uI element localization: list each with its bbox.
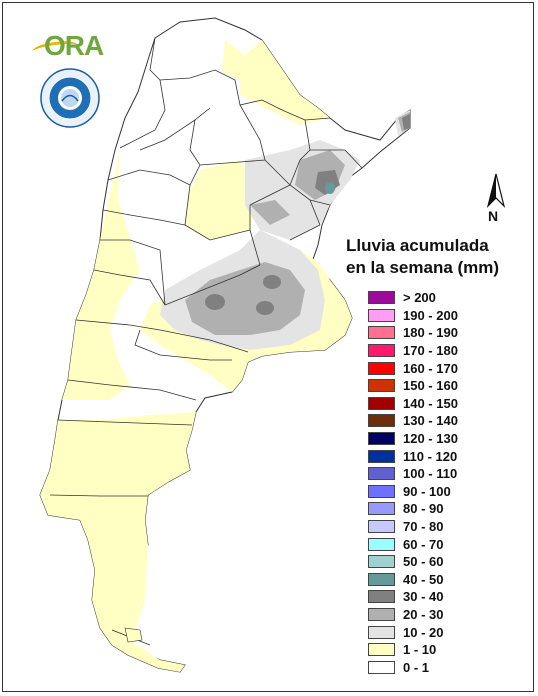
map-title: Lluvia acumulada en la semana (mm) [346, 235, 499, 279]
legend-item: 20 - 30 [368, 606, 458, 624]
legend-label: 130 - 140 [403, 413, 458, 429]
legend-swatch [368, 484, 395, 498]
legend-item: 40 - 50 [368, 571, 458, 589]
legend-swatch [368, 555, 395, 569]
legend-item: > 200 [368, 289, 458, 307]
legend-swatch [368, 396, 395, 410]
legend-item: 0 - 1 [368, 658, 458, 676]
legend-item: 130 - 140 [368, 412, 458, 430]
legend-swatch [368, 467, 395, 481]
province-borders [49, 37, 363, 646]
legend-label: 150 - 160 [403, 378, 458, 394]
legend-label: 120 - 130 [403, 431, 458, 447]
legend-label: 20 - 30 [403, 606, 444, 622]
legend-item: 190 - 200 [368, 307, 458, 325]
legend-label: > 200 [403, 290, 436, 306]
ora-logo-text: ORA [44, 30, 104, 61]
legend-swatch [368, 291, 395, 305]
legend-swatch [368, 607, 395, 621]
legend-item: 1 - 10 [368, 641, 458, 659]
legend-swatch [368, 308, 395, 322]
legend-swatch [368, 537, 395, 551]
legend-item: 10 - 20 [368, 623, 458, 641]
legend-label: 40 - 50 [403, 571, 444, 587]
legend-item: 120 - 130 [368, 430, 458, 448]
legend-label: 90 - 100 [403, 483, 451, 499]
legend-label: 60 - 70 [403, 536, 444, 552]
legend-label: 50 - 60 [403, 554, 444, 570]
legend-label: 100 - 110 [403, 466, 458, 482]
legend-swatch [368, 432, 395, 446]
legend-swatch [368, 361, 395, 375]
legend-swatch [368, 379, 395, 393]
map-title-line1: Lluvia acumulada [346, 236, 489, 255]
legend-label: 10 - 20 [403, 624, 444, 640]
legend-label: 190 - 200 [403, 307, 458, 323]
legend-item: 90 - 100 [368, 483, 458, 501]
map-title-line2: en la semana (mm) [346, 258, 500, 277]
legend-label: 80 - 90 [403, 501, 444, 517]
legend-item: 110 - 120 [368, 447, 458, 465]
legend-item: 170 - 180 [368, 342, 458, 360]
legend-item: 160 - 170 [368, 359, 458, 377]
legend-label: 70 - 80 [403, 519, 444, 535]
legend-label: 30 - 40 [403, 589, 444, 605]
legend-swatch [368, 572, 395, 586]
rainfall-legend: > 200 190 - 200 180 - 190 170 - 180 160 - 17… [368, 289, 458, 676]
rain-40-50-zones [325, 182, 335, 194]
smn-seal-icon [40, 68, 100, 128]
ora-logo: ORA [31, 28, 107, 62]
legend-item: 100 - 110 [368, 465, 458, 483]
legend-item: 150 - 160 [368, 377, 458, 395]
legend-swatch [368, 520, 395, 534]
legend-swatch [368, 660, 395, 674]
legend-label: 180 - 190 [403, 325, 458, 341]
legend-item: 30 - 40 [368, 588, 458, 606]
legend-label: 0 - 1 [403, 659, 430, 675]
legend-swatch [368, 449, 395, 463]
legend-label: 110 - 120 [403, 448, 458, 464]
legend-item: 70 - 80 [368, 518, 458, 536]
legend-swatch [368, 502, 395, 516]
legend-item: 80 - 90 [368, 500, 458, 518]
legend-swatch [368, 590, 395, 604]
legend-swatch [368, 344, 395, 358]
legend-swatch [368, 625, 395, 639]
island-outline [124, 627, 143, 643]
legend-label: 1 - 10 [403, 642, 437, 658]
legend-swatch [368, 414, 395, 428]
legend-item: 180 - 190 [368, 324, 458, 342]
legend-label: 140 - 150 [403, 395, 458, 411]
north-label: N [488, 208, 499, 224]
legend-swatch [368, 326, 395, 340]
legend-item: 50 - 60 [368, 553, 458, 571]
legend-label: 160 - 170 [403, 360, 458, 376]
north-arrow-icon [486, 173, 506, 208]
legend-item: 140 - 150 [368, 395, 458, 413]
legend-item: 60 - 70 [368, 535, 458, 553]
legend-swatch [368, 643, 395, 657]
legend-label: 170 - 180 [403, 343, 458, 359]
